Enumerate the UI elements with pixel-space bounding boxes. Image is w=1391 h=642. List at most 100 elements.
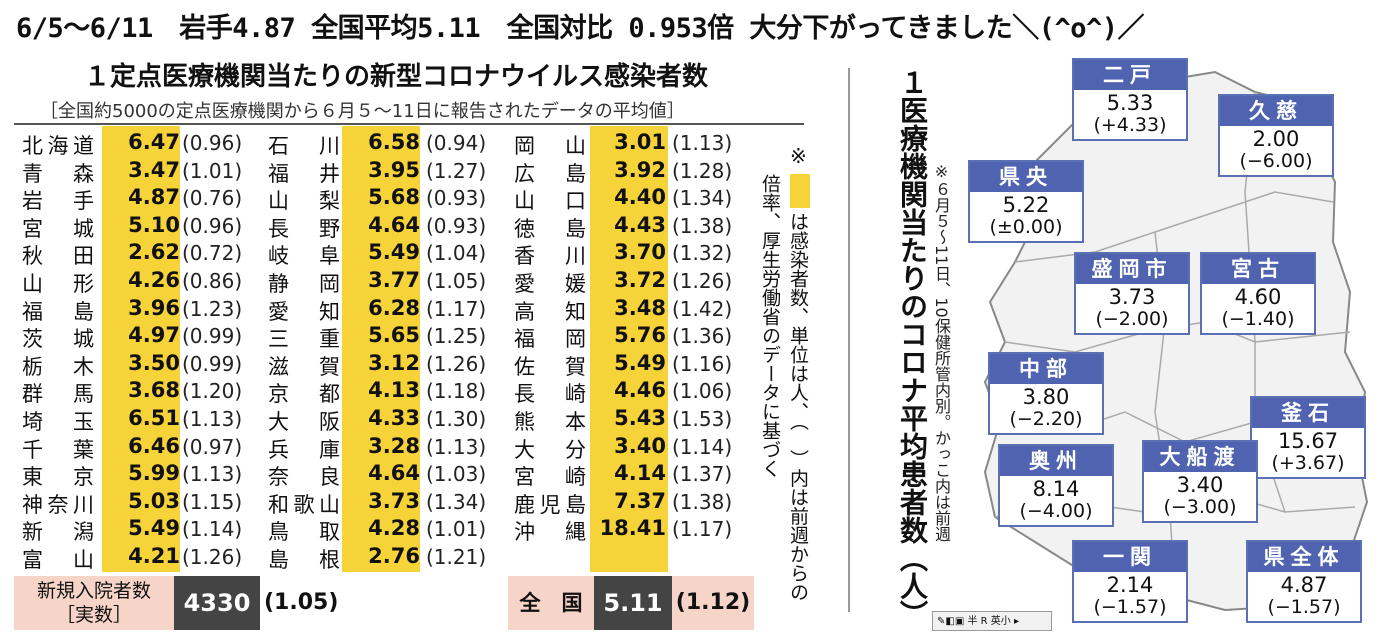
weekly-ratio: (1.23) (182, 296, 243, 321)
infection-rate: 3.96 (128, 295, 180, 320)
prefecture-name: 兵庫 (268, 437, 340, 462)
weekly-ratio: (1.27) (426, 158, 487, 183)
prefecture-name: 福井 (268, 161, 340, 186)
prefecture-name: 香川 (514, 244, 586, 269)
infection-rate: 5.10 (128, 212, 180, 237)
infection-rate: 4.13 (368, 378, 420, 403)
prefecture-name: 北海道 (22, 134, 94, 158)
prefecture-name: 石川 (268, 134, 340, 158)
national-value: 5.11 (594, 576, 672, 630)
region-value: 5.33 (1106, 91, 1154, 115)
region-box: 中部 3.80 (−2.20) (988, 352, 1104, 435)
infection-rate: 4.97 (128, 323, 180, 348)
infection-rate: 5.03 (128, 488, 180, 513)
infection-rate: 6.46 (128, 433, 180, 458)
weekly-ratio: (0.96) (182, 131, 243, 155)
weekly-ratio: (1.17) (426, 296, 487, 321)
national-ratio: (1.12) (672, 576, 754, 630)
region-value: 15.67 (1277, 429, 1339, 453)
value-column-highlight (342, 126, 420, 572)
note-mark: ※ (790, 144, 807, 168)
prefecture-name: 山形 (22, 272, 94, 296)
infection-rate: 4.33 (368, 406, 420, 430)
weekly-ratio: (1.15) (182, 489, 243, 514)
weekly-ratio: (1.37) (672, 462, 733, 487)
weekly-ratio: (1.32) (672, 241, 733, 266)
region-value: 4.60 (1234, 285, 1282, 309)
prefecture-name: 宮崎 (514, 465, 586, 490)
region-box: 一関 2.14 (−1.57) (1072, 540, 1188, 623)
prefecture-name: 茨城 (22, 327, 94, 352)
region-value: 3.80 (1022, 385, 1070, 409)
ime-toolbar[interactable]: ✎◧▣ 半 R 英小 ▸ (932, 611, 1052, 631)
weekly-ratio: (1.53) (672, 407, 733, 431)
region-change: (−1.57) (1093, 596, 1167, 618)
infection-rate: 4.21 (128, 544, 180, 568)
prefecture-name: 静岡 (268, 272, 340, 296)
weekly-ratio: (1.04) (426, 241, 487, 266)
infection-rate: 5.68 (368, 185, 420, 210)
prefecture-name: 滋賀 (268, 354, 340, 379)
prefecture-name: 鹿児島 (514, 492, 586, 517)
ime-icon[interactable]: ✎◧▣ (937, 616, 968, 627)
infection-rate: 4.26 (128, 268, 180, 292)
infection-rate: 2.76 (368, 544, 420, 568)
table-top-rule (14, 123, 804, 125)
region-name: 久慈 (1220, 96, 1332, 126)
infection-rate: 4.28 (368, 516, 420, 541)
infection-rate: 4.40 (614, 185, 666, 210)
prefecture-name: 愛媛 (514, 272, 586, 296)
infection-rate: 5.65 (368, 323, 420, 348)
infection-rate: 3.73 (368, 488, 420, 513)
region-name: 一関 (1074, 542, 1186, 572)
section-divider (848, 68, 850, 612)
prefecture-name: 高知 (514, 299, 586, 324)
note-text-continued: 倍率、厚生労働省のデータに基づく (759, 174, 781, 478)
weekly-ratio: (1.05) (426, 269, 487, 293)
infection-rate: 5.76 (614, 323, 666, 348)
weekly-ratio: (1.28) (672, 158, 733, 183)
region-box: 県央 5.22 (±0.00) (968, 160, 1084, 243)
admissions-label-sub: ［実数］ (55, 604, 132, 626)
prefecture-name: 奈良 (268, 465, 340, 490)
infection-rate: 3.50 (128, 350, 180, 375)
prefecture-name: 神奈川 (22, 492, 94, 517)
region-value: 3.73 (1108, 285, 1156, 309)
region-value: 3.40 (1176, 473, 1224, 497)
prefecture-name: 三重 (268, 327, 340, 352)
region-box: 宮古 4.60 (−1.40) (1200, 252, 1316, 335)
ime-arrow-icon[interactable]: ▸ (1010, 616, 1019, 627)
weekly-ratio: (1.13) (182, 407, 243, 431)
weekly-ratio: (1.13) (182, 462, 243, 487)
region-value: 8.14 (1032, 477, 1080, 501)
weekly-ratio: (0.96) (182, 213, 243, 238)
weekly-ratio: (0.97) (182, 434, 243, 459)
weekly-ratio: (1.17) (672, 517, 733, 542)
prefecture-name: 長野 (268, 216, 340, 241)
infection-rate: 5.43 (614, 406, 666, 430)
infection-rate: 4.46 (614, 378, 666, 403)
weekly-ratio: (1.21) (426, 545, 487, 569)
map-note: ※６月５～11日、10保健所管内別。かっこ内は前週 (932, 162, 951, 542)
note-color-swatch (790, 174, 810, 208)
note-text: は感染者数、単位は人、（ ）内は前週からの (787, 212, 809, 602)
infection-rate: 4.64 (368, 212, 420, 237)
headline: 6/5～6/11 岩手4.87 全国平均5.11 全国対比 0.953倍 大分下… (16, 13, 1145, 44)
region-name: 奥州 (1000, 446, 1112, 476)
infection-rate: 6.47 (128, 130, 180, 154)
prefecture-name: 山梨 (268, 189, 340, 214)
prefecture-name: 東京 (22, 465, 94, 490)
weekly-ratio: (1.01) (426, 517, 487, 542)
prefecture-name: 福岡 (514, 327, 586, 352)
weekly-ratio: (1.16) (672, 351, 733, 376)
ime-mode-label[interactable]: 半 R 英小 (967, 616, 1011, 627)
region-change: (−4.00) (1019, 500, 1093, 522)
prefecture-name: 岩手 (22, 189, 94, 214)
infection-rate: 3.01 (614, 130, 666, 154)
admissions-ratio: (1.05) (264, 590, 339, 615)
prefecture-name: 愛知 (268, 299, 340, 324)
value-column-highlight (590, 126, 668, 572)
weekly-ratio: (1.26) (426, 351, 487, 376)
infection-rate: 3.95 (368, 157, 420, 182)
weekly-ratio: (0.72) (182, 241, 243, 266)
